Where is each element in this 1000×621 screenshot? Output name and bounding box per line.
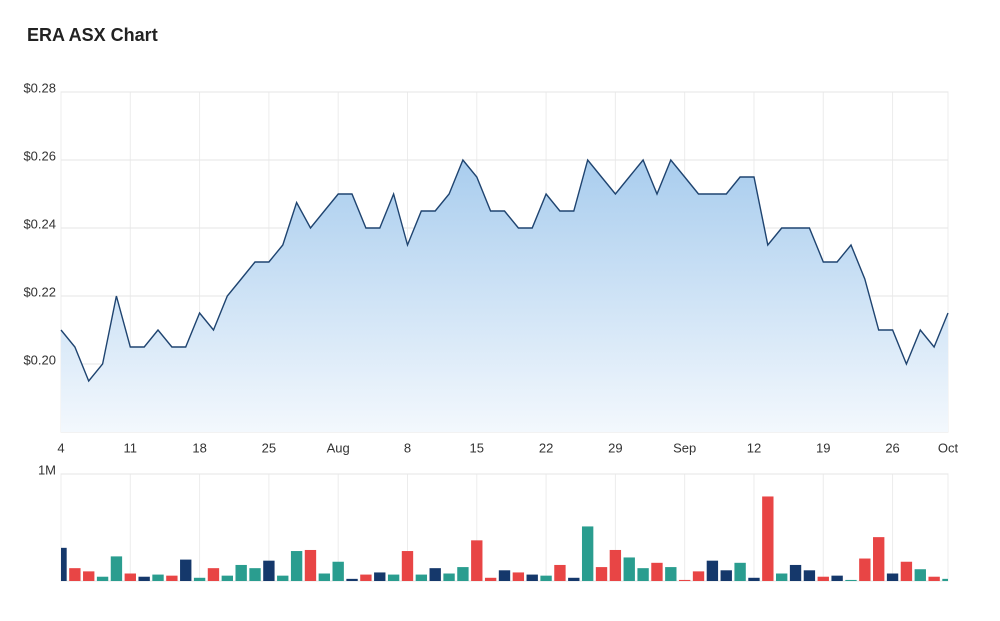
volume-bar <box>401 551 414 581</box>
volume-bar <box>678 579 691 581</box>
x-tick-label: 15 <box>470 440 484 455</box>
y-tick-label: $0.22 <box>23 284 56 299</box>
volume-bar <box>221 575 233 581</box>
volume-bar <box>498 570 511 581</box>
volume-bar <box>387 574 400 581</box>
volume-bar <box>152 574 164 581</box>
volume-bar <box>263 560 275 581</box>
x-tick-label: 26 <box>885 440 899 455</box>
plot-frame <box>60 473 949 582</box>
x-tick-label: 11 <box>124 440 138 455</box>
x-tick-label: 18 <box>192 440 206 455</box>
volume-bar <box>193 577 206 581</box>
volume-bar <box>374 572 386 581</box>
volume-bar <box>138 576 150 581</box>
volume-bar <box>69 568 81 581</box>
volume-bar <box>429 568 441 581</box>
volume-bar <box>346 578 358 581</box>
volume-bar <box>831 575 843 581</box>
x-tick-label: 12 <box>747 440 761 455</box>
x-tick-label: Sep <box>673 440 696 455</box>
x-tick-label: 4 <box>57 440 64 455</box>
x-tick-label: Aug <box>327 440 350 455</box>
volume-bar <box>873 537 885 581</box>
volume-bar <box>623 557 635 581</box>
volume-bar <box>914 569 926 581</box>
volume-bar <box>734 562 746 581</box>
volume-bar <box>942 578 948 581</box>
volume-bar <box>304 549 317 581</box>
volume-bar <box>609 549 622 581</box>
volume-bar <box>776 573 788 581</box>
volume-bar <box>706 560 719 581</box>
x-tick-label: 22 <box>539 440 553 455</box>
y-tick-label: $0.26 <box>23 148 56 163</box>
volume-bar <box>290 551 303 581</box>
volume-bar <box>692 571 705 581</box>
volume-bar <box>762 496 774 581</box>
volume-bar <box>124 573 136 581</box>
y-tick-label: $0.20 <box>23 352 56 367</box>
volume-bar <box>845 579 857 581</box>
volume-bar <box>83 571 95 581</box>
volume-bar <box>665 567 677 581</box>
volume-bar <box>651 562 663 581</box>
y-tick-label: $0.24 <box>23 216 56 231</box>
volume-bar <box>748 577 760 581</box>
volume-bar <box>581 526 594 581</box>
volume-bar <box>512 572 525 581</box>
x-tick-label: Oct <box>938 440 959 455</box>
volume-bar <box>249 568 261 581</box>
volume-bar <box>332 561 344 581</box>
price-line <box>60 158 949 383</box>
volume-bar <box>817 576 829 581</box>
volume-bar <box>720 570 732 581</box>
volume-bar <box>540 575 552 581</box>
chart-title: ERA ASX Chart <box>27 25 158 45</box>
volume-bar <box>886 573 899 581</box>
y-tick-label: $0.28 <box>23 80 56 95</box>
volume-bar <box>803 570 816 581</box>
volume-bar <box>900 561 913 581</box>
volume-bar <box>415 574 428 581</box>
x-tick-label: 25 <box>262 440 276 455</box>
volume-bar <box>110 556 123 581</box>
volume-bar <box>180 559 192 581</box>
price-area <box>61 160 948 432</box>
volume-bar <box>96 576 109 581</box>
volume-bar <box>471 540 483 581</box>
volume-bar <box>789 564 802 581</box>
volume-bar <box>484 577 497 581</box>
volume-bar <box>207 568 220 581</box>
volume-bar <box>554 564 566 581</box>
volume-bar <box>277 575 289 581</box>
y-tick-label: 1M <box>38 462 56 477</box>
volume-bar <box>61 547 67 581</box>
volume-bar <box>928 576 940 581</box>
x-tick-label: 8 <box>404 440 411 455</box>
volume-bar <box>568 577 580 581</box>
volume-bar <box>859 558 871 581</box>
volume-bar <box>443 573 455 581</box>
x-tick-label: 19 <box>816 440 830 455</box>
volume-bar <box>526 574 538 581</box>
x-tick-label: 29 <box>608 440 622 455</box>
volume-bar <box>318 573 331 581</box>
volume-bar <box>235 564 247 581</box>
volume-bar <box>457 567 469 581</box>
volume-bar <box>637 568 649 581</box>
volume-bar <box>360 574 372 581</box>
volume-bar <box>166 575 178 581</box>
volume-bar <box>595 567 608 581</box>
